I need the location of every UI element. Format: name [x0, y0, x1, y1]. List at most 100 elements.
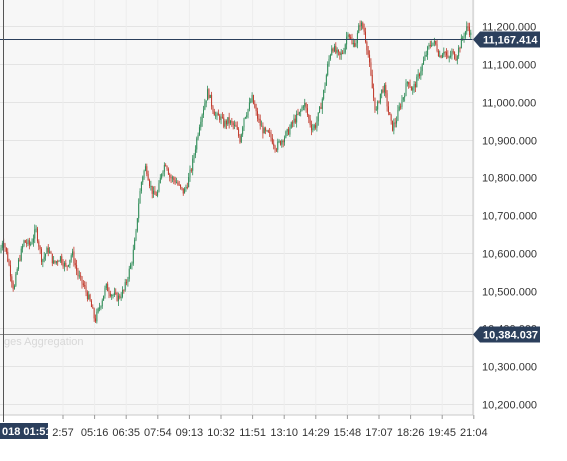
candle-body: [458, 47, 460, 57]
candle-body: [377, 101, 379, 110]
crosshair-time-label: 018 01:51: [2, 426, 52, 438]
candle-body: [382, 89, 384, 93]
candle-body: [432, 42, 434, 46]
y-axis[interactable]: 10,200.00010,300.00010,400.00010,500.000…: [482, 22, 537, 412]
candle-body: [278, 141, 280, 143]
candle-body: [421, 64, 423, 72]
candle-body: [301, 106, 303, 111]
candle-body: [356, 32, 358, 44]
candle-body: [238, 129, 240, 136]
candle-body: [134, 239, 136, 250]
candle-body: [116, 292, 118, 301]
candle-body: [216, 113, 218, 116]
candle-body: [286, 129, 288, 132]
candle-body: [76, 265, 78, 271]
crosshair-price-label: 10,384.037: [483, 330, 538, 342]
candle-body: [103, 295, 105, 301]
candle-body: [132, 249, 134, 264]
candle-body: [401, 99, 403, 107]
candle-body: [265, 128, 267, 131]
candle-body: [405, 83, 407, 96]
candle-body: [393, 122, 395, 131]
x-tick-label: 14:29: [302, 427, 330, 439]
candle-body: [135, 230, 137, 240]
candle-body: [105, 283, 107, 289]
candle-body: [203, 109, 204, 115]
candle-body: [309, 118, 311, 125]
candle-body: [381, 89, 383, 94]
candle-body: [468, 26, 470, 35]
candle-body: [39, 246, 41, 250]
candle-body: [298, 111, 300, 115]
candle-body: [371, 74, 373, 89]
y-tick-label: 10,700.000: [482, 211, 537, 223]
candle-body: [304, 102, 306, 107]
candle-body: [28, 240, 30, 245]
x-tick-label: 10:32: [207, 427, 235, 439]
candle-body: [207, 89, 209, 101]
candle-body: [441, 54, 443, 58]
candle-body: [61, 256, 63, 264]
candle-body: [204, 103, 206, 110]
candle-body: [271, 137, 273, 144]
candle-body: [158, 183, 160, 192]
candle-body: [146, 166, 148, 174]
candle-body: [425, 54, 427, 56]
candle-body: [352, 42, 354, 45]
candle-body: [335, 46, 337, 53]
candle-body: [316, 121, 318, 128]
candle-body: [144, 166, 146, 171]
candle-body: [369, 54, 371, 63]
candle-body: [138, 203, 140, 219]
candle-body: [302, 106, 304, 108]
candle-body: [180, 184, 182, 188]
candle-body: [225, 120, 227, 125]
candle-body: [24, 240, 26, 243]
candle-body: [54, 260, 56, 263]
candle-body: [26, 242, 28, 244]
candle-body: [386, 93, 388, 107]
candle-body: [239, 135, 241, 143]
candle-body: [248, 102, 250, 110]
y-tick-label: 10,800.000: [482, 173, 537, 185]
candle-body: [58, 260, 60, 262]
candle-body: [274, 145, 276, 150]
x-tick-label: 11:51: [239, 427, 266, 439]
candle-body: [115, 292, 117, 294]
candle-body: [366, 41, 368, 51]
candle-body: [339, 51, 341, 56]
candle-body: [448, 56, 450, 58]
candle-body: [412, 87, 414, 91]
candle-body: [433, 40, 435, 43]
candle-body: [62, 263, 64, 267]
candle-body: [417, 73, 419, 77]
candle-body: [464, 31, 466, 37]
candle-body: [0, 247, 2, 253]
candle-body: [327, 63, 329, 76]
candle-body: [11, 276, 13, 283]
candle-body: [390, 114, 392, 121]
x-axis[interactable]: 2:57 05:16 06:35 07:54 09:13 10:32 11:51 13:10 1…: [52, 415, 488, 439]
candle-body: [362, 22, 364, 29]
x-tick-label: 2:57: [52, 427, 73, 439]
candle-body: [315, 125, 317, 128]
candle-body: [38, 241, 40, 247]
candle-body: [200, 121, 202, 128]
candle-body: [42, 259, 44, 262]
candle-body: [344, 44, 346, 53]
candle-body: [93, 308, 95, 319]
candle-body: [81, 276, 83, 284]
candle-body: [82, 283, 84, 286]
candle-body: [459, 47, 461, 49]
candle-body: [155, 194, 157, 196]
candle-body: [112, 294, 114, 296]
candle-body: [136, 218, 138, 231]
candle-body: [7, 251, 9, 262]
candle-body: [236, 126, 238, 130]
candle-body: [131, 263, 133, 265]
candle-body: [178, 184, 180, 186]
candle-body: [308, 114, 310, 119]
candle-body: [360, 22, 362, 27]
